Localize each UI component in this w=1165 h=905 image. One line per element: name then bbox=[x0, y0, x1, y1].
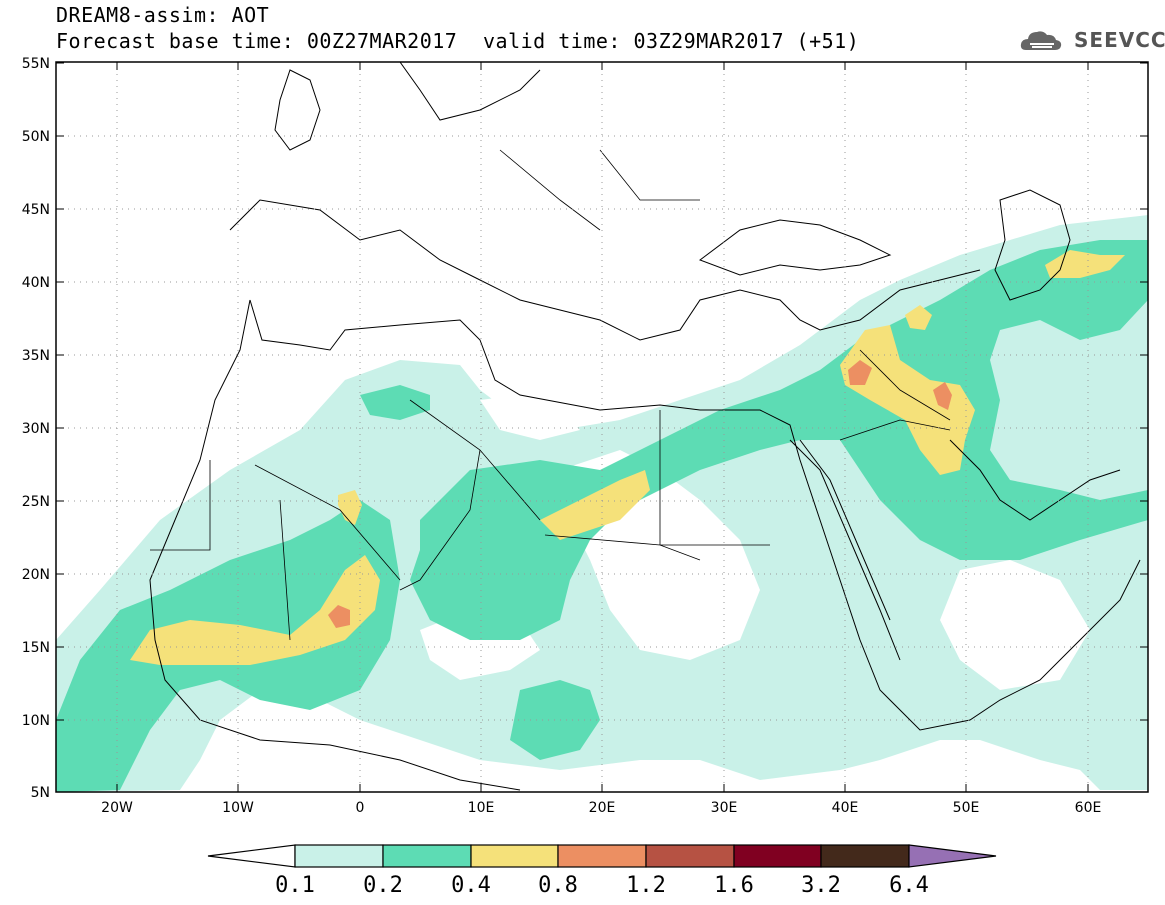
cloud-logo-icon bbox=[1020, 31, 1062, 50]
colorbar-swatch bbox=[382, 844, 472, 868]
coastline-scandinavia bbox=[399, 62, 541, 121]
aot-0.4-region-turkey bbox=[905, 305, 932, 330]
coastline-black-sea bbox=[698, 219, 892, 276]
aot-0.4-region-iraq bbox=[840, 325, 975, 475]
lon-label: 0 bbox=[356, 800, 365, 816]
lon-label: 60E bbox=[1075, 800, 1102, 816]
border-lines bbox=[150, 149, 951, 641]
title-base-time: Forecast base time: 00Z27MAR2017 bbox=[56, 29, 458, 53]
lat-label: 5N bbox=[31, 785, 50, 801]
lon-label: 10E bbox=[468, 800, 495, 816]
lat-label: 10N bbox=[22, 713, 50, 729]
aot-0.4-region-algeria bbox=[338, 490, 362, 525]
aot-0.8-region-iraq-south bbox=[933, 382, 952, 410]
colorbar-label: 3.2 bbox=[801, 873, 841, 898]
colorbar-swatch bbox=[470, 844, 559, 868]
logo-text: SEEVCCC bbox=[1074, 28, 1165, 52]
colorbar-label: 1.2 bbox=[626, 873, 666, 898]
colorbar-label: 0.8 bbox=[538, 873, 578, 898]
colorbar-label: 6.4 bbox=[889, 873, 929, 898]
lat-label: 55N bbox=[22, 56, 50, 72]
lat-label: 45N bbox=[22, 202, 50, 218]
title-valid-time: valid time: 03Z29MAR2017 (+51) bbox=[483, 29, 860, 53]
lon-label: 20W bbox=[101, 800, 133, 816]
coastline-europe bbox=[229, 199, 981, 341]
colorbar-label: 0.2 bbox=[363, 873, 403, 898]
coastline-west-africa bbox=[149, 299, 521, 791]
lon-label: 40E bbox=[832, 800, 859, 816]
lat-label: 35N bbox=[22, 348, 50, 364]
aot-0.4-region-sahel bbox=[130, 555, 380, 665]
colorbar-swatch bbox=[557, 844, 647, 868]
lon-label: 50E bbox=[953, 800, 980, 816]
lat-label: 20N bbox=[22, 567, 50, 583]
coastline-gulf bbox=[949, 439, 1121, 521]
coastline-red-sea bbox=[789, 439, 901, 661]
coastline-caspian bbox=[994, 189, 1071, 301]
aot-0.4-region-caspian bbox=[1045, 250, 1125, 278]
lon-label: 10W bbox=[222, 800, 254, 816]
lon-label: 30E bbox=[711, 800, 738, 816]
aot-white-hole-arabia bbox=[940, 560, 1090, 690]
lat-label: 15N bbox=[22, 640, 50, 656]
aot-0.4-region-libya bbox=[540, 470, 650, 540]
title-line-1: DREAM8-assim: AOT bbox=[56, 3, 270, 27]
lat-label: 50N bbox=[22, 129, 50, 145]
lon-label: 20E bbox=[589, 800, 616, 816]
coastline-uk bbox=[274, 69, 321, 151]
coastline-africa bbox=[249, 299, 1141, 731]
lat-label: 40N bbox=[22, 275, 50, 291]
colorbar-label: 0.4 bbox=[451, 873, 491, 898]
lat-label: 30N bbox=[22, 421, 50, 437]
tick-marks bbox=[56, 62, 1148, 793]
colorbar-label: 1.6 bbox=[714, 873, 754, 898]
aot-white-hole-north bbox=[480, 395, 580, 440]
colorbar-arrow-low bbox=[207, 844, 296, 868]
colorbar-arrow-high bbox=[908, 844, 997, 868]
aot-0.8-region-iraq-north bbox=[848, 360, 872, 385]
aot-0.2-region-algeria bbox=[360, 385, 430, 420]
aot-0.2-region-central bbox=[410, 240, 1148, 640]
aot-0.8-region-mali bbox=[328, 605, 350, 628]
colorbar-swatch bbox=[645, 844, 735, 868]
colorbar-label: 0.1 bbox=[275, 873, 315, 898]
lat-label: 25N bbox=[22, 494, 50, 510]
colorbar-swatch bbox=[733, 844, 822, 868]
colorbar: 0.1 0.2 0.4 0.8 1.2 1.6 3.2 6.4 bbox=[207, 844, 997, 898]
colorbar-swatch bbox=[294, 844, 384, 868]
colorbar-swatch bbox=[820, 844, 910, 868]
